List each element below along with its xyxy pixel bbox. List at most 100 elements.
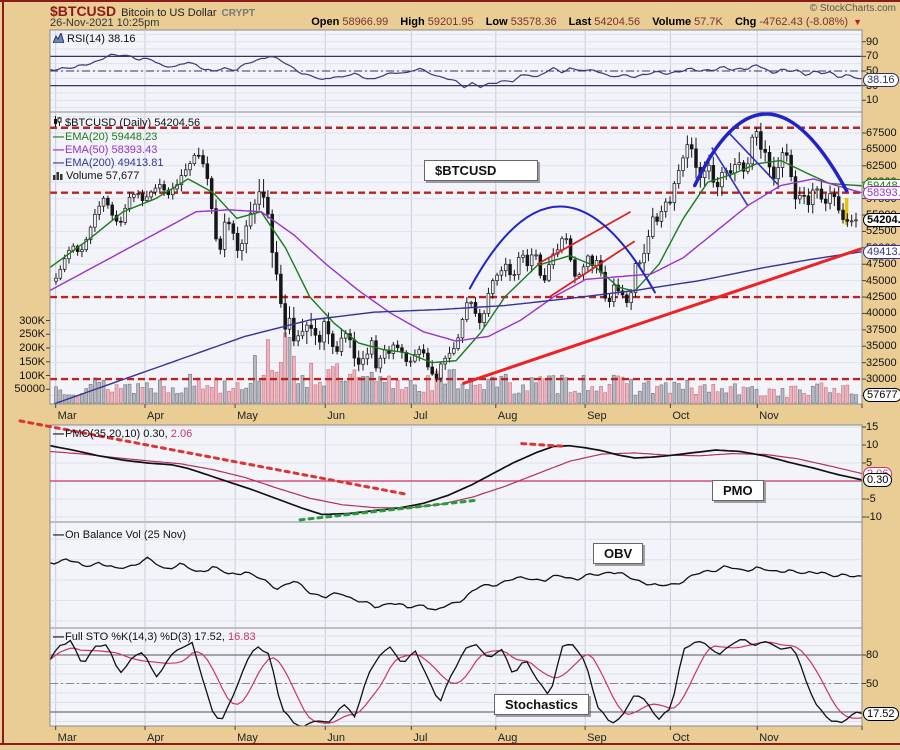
volume-bar bbox=[326, 369, 331, 404]
price-bar-body bbox=[798, 194, 802, 200]
volume-bar bbox=[456, 388, 460, 404]
volume-bar bbox=[157, 379, 162, 404]
price-bar-body bbox=[171, 188, 175, 196]
price-bar-body bbox=[573, 259, 577, 277]
change-down-arrow-icon: ▼ bbox=[853, 17, 862, 27]
dome-arc bbox=[692, 112, 849, 193]
price-bar-body bbox=[776, 167, 780, 180]
pmo-legend: — PMO(35,20,10) 0.30, 2.06 bbox=[53, 428, 192, 441]
volume-bar bbox=[707, 391, 711, 404]
volume-bar bbox=[564, 377, 569, 404]
volume-bar bbox=[222, 380, 227, 404]
price-bar-body bbox=[728, 170, 733, 174]
volume-bar bbox=[248, 382, 253, 404]
price-bar-body bbox=[793, 176, 798, 200]
sto-legend-text: Full STO %K(14,3) %D(3) 17.52, bbox=[65, 631, 225, 643]
price-legend-title-row: $BTCUSD (Daily) 54204.56 bbox=[53, 116, 200, 131]
pmo-axis-label: 10 bbox=[866, 439, 879, 451]
price-bar-body bbox=[97, 205, 101, 215]
price-axis-label: 35000 bbox=[866, 340, 897, 353]
price-bar-body bbox=[413, 354, 417, 362]
price-bar-body bbox=[832, 193, 837, 198]
price-bar-body bbox=[503, 263, 508, 272]
price-bar-body bbox=[841, 209, 845, 220]
volume-bar bbox=[685, 379, 690, 404]
top-border bbox=[0, 0, 900, 2]
copyright: © StockCharts.com bbox=[809, 3, 896, 14]
price-bar-body bbox=[261, 191, 266, 198]
volume-bar bbox=[568, 392, 573, 404]
volume-bar bbox=[547, 375, 551, 404]
volume-bar bbox=[205, 385, 210, 404]
price-bar-body bbox=[274, 252, 279, 275]
volume-bar bbox=[88, 384, 93, 404]
value-badge: 0.30 bbox=[863, 472, 893, 487]
price-bar-body bbox=[318, 334, 322, 343]
price-bar-body bbox=[192, 154, 197, 164]
price-bar-body bbox=[767, 152, 772, 168]
month-label: Oct bbox=[672, 410, 690, 422]
volume-bar bbox=[715, 391, 720, 404]
volume-bar bbox=[378, 376, 383, 404]
volume-bar bbox=[240, 389, 244, 404]
volume-bar bbox=[577, 392, 582, 404]
price-bar-body bbox=[365, 353, 370, 360]
price-bar-body bbox=[331, 333, 335, 347]
rsi-panel bbox=[50, 53, 862, 89]
value-badge: 58393.43 bbox=[863, 185, 900, 200]
volume-bar bbox=[382, 382, 387, 404]
price-bar-body bbox=[620, 290, 625, 296]
volume-bar bbox=[339, 381, 344, 404]
ema50-legend: EMA(50) 58393.43 bbox=[65, 144, 158, 156]
price-bar-body bbox=[711, 164, 716, 183]
price-bar-body bbox=[343, 333, 348, 339]
price-bar-body bbox=[391, 344, 396, 354]
price-axis-label: 62500 bbox=[866, 159, 897, 172]
price-bar-body bbox=[361, 358, 365, 365]
price-bar-body bbox=[296, 335, 300, 342]
volume-bar bbox=[772, 389, 776, 404]
obv-panel bbox=[50, 556, 862, 611]
volume-bar bbox=[473, 384, 478, 404]
price-bar-body bbox=[672, 183, 677, 204]
price-bar-body bbox=[534, 254, 538, 257]
volume-bar bbox=[136, 383, 140, 404]
month-label: May bbox=[237, 732, 258, 744]
volume-axis-label: 100K bbox=[19, 369, 45, 382]
volume-axis-label: 150K bbox=[19, 355, 45, 368]
price-bar-body bbox=[205, 163, 210, 179]
ema20-swatch: — bbox=[53, 131, 64, 143]
price-bar-body bbox=[356, 357, 361, 365]
rsi-axis-label: 50 bbox=[866, 65, 879, 77]
volume-bar bbox=[106, 389, 110, 404]
volume-bar bbox=[417, 390, 422, 404]
volume-bar bbox=[391, 388, 396, 404]
volume-bar bbox=[170, 387, 175, 404]
price-axis-label: 65000 bbox=[866, 143, 897, 156]
price-bar-body bbox=[214, 208, 218, 240]
price-bar-body bbox=[404, 352, 409, 362]
volume-bar bbox=[335, 363, 339, 404]
volume-value: 57.7K bbox=[694, 16, 723, 28]
price-bar-body bbox=[491, 280, 495, 294]
volume-bar bbox=[404, 387, 409, 404]
volume-bar bbox=[650, 393, 655, 404]
volume-bar bbox=[214, 377, 218, 404]
price-bar-body bbox=[521, 254, 525, 258]
volume-bar bbox=[274, 371, 279, 404]
volume-bar bbox=[387, 375, 391, 404]
price-bar-body bbox=[577, 274, 581, 277]
volume-bar bbox=[802, 393, 806, 404]
price-bar-body bbox=[772, 166, 776, 180]
price-bar-body bbox=[88, 226, 93, 240]
price-axis-label: 37500 bbox=[866, 323, 897, 336]
month-label: Jul bbox=[413, 410, 428, 422]
price-bar-body bbox=[759, 131, 763, 150]
chg-value: -4762.43 (-8.08%) bbox=[759, 16, 849, 28]
price-bar-body bbox=[681, 157, 685, 171]
price-bar-body bbox=[702, 170, 707, 178]
volume-bar bbox=[534, 382, 538, 404]
volume-bar bbox=[97, 381, 102, 404]
price-bar-body bbox=[512, 274, 517, 276]
obv-annotation-box: OBV bbox=[593, 543, 644, 564]
